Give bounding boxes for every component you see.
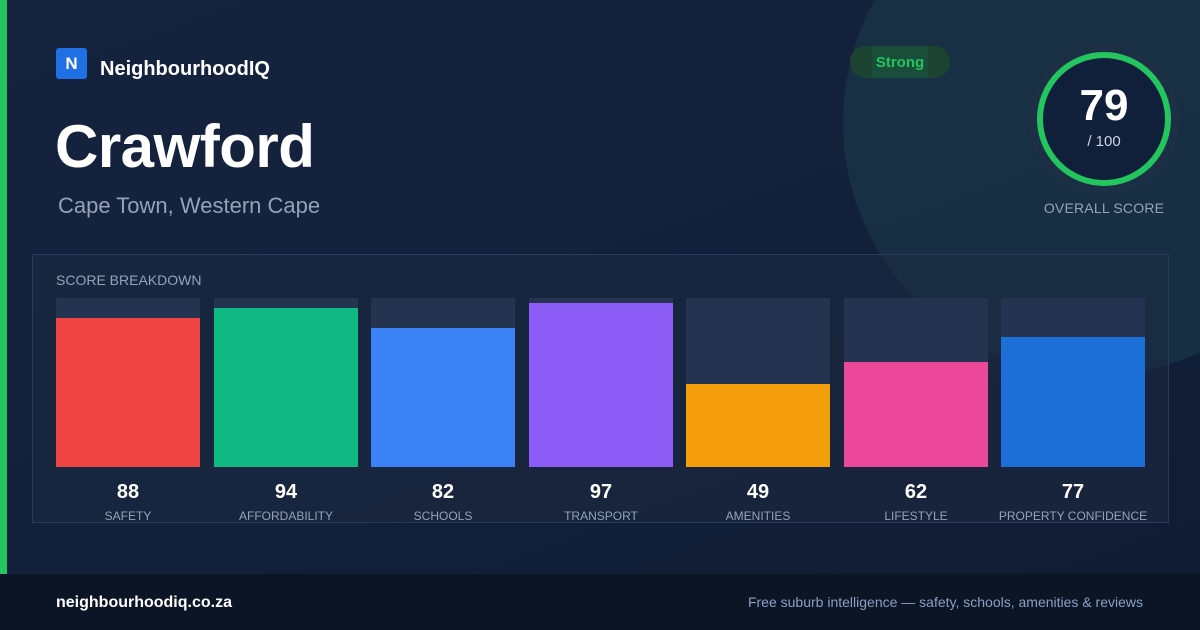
score-bar-fill [56,318,200,467]
score-bar-track [371,298,515,467]
suburb-title: Crawford [55,113,315,180]
score-bar-label: SAFETY [104,509,152,523]
score-bar-value: 77 [1061,481,1085,503]
score-bar-value: 97 [589,481,613,503]
score-bar-fill [844,362,988,467]
score-bar-transport: 97 TRANSPORT [529,298,673,523]
score-bar-fill [686,384,830,467]
score-bar-fill [214,308,358,467]
footer-tagline: Free suburb intelligence — safety, schoo… [747,594,1143,610]
score-bar-amenities: 49 AMENITIES [686,298,830,523]
score-bar-fill [529,303,673,467]
score-ring-arc [1037,52,1171,186]
score-bar-fill [371,328,515,467]
score-bar-value: 88 [116,481,140,503]
score-bar-track [686,298,830,467]
score-bar-lifestyle: 62 LIFESTYLE [844,298,988,523]
score-bar-value: 82 [431,481,455,503]
overall-score-value: 79 [1079,81,1129,130]
score-bar-value: 62 [904,481,928,503]
score-breakdown-panel: SCORE BREAKDOWN 88 SAFETY 94 AFFORDABILITY 8… [32,254,1169,523]
suburb-location: Cape Town, Western Cape [58,193,321,218]
score-bar-track [56,298,200,467]
score-bar-schools: 82 SCHOOLS [371,298,515,523]
rating-badge-label: Strong [875,53,925,71]
score-bar-label: LIFESTYLE [884,509,948,523]
score-bar-label: TRANSPORT [564,509,638,523]
score-ring-graphic [1028,43,1180,195]
score-bar-label: AMENITIES [725,509,791,523]
score-bar-property-confidence: 77 PROPERTY CONFIDENCE [999,298,1147,523]
rating-badge: Strong [850,46,950,78]
overall-score-max: / 100 [1087,133,1121,150]
score-bar-label: AFFORDABILITY [238,509,333,523]
score-bar-track [844,298,988,467]
score-bar-safety: 88 SAFETY [56,298,200,523]
footer: neighbourhoodiq.co.za Free suburb intell… [0,574,1200,630]
share-card: N NeighbourhoodIQ Crawford Cape Town, We… [0,0,1200,574]
brand-name: NeighbourhoodIQ [100,58,270,80]
score-bar-affordability: 94 AFFORDABILITY [214,298,358,523]
score-bar-track [214,298,358,467]
accent-bar [0,0,7,574]
score-bar-value: 49 [746,481,770,503]
score-bar-label: SCHOOLS [413,509,473,523]
overall-score-label: OVERALL SCORE [1043,200,1165,216]
footer-domain: neighbourhoodiq.co.za [56,594,232,611]
brand-logo-icon: N [56,48,87,79]
score-bar-label: PROPERTY CONFIDENCE [998,509,1148,523]
brand: N NeighbourhoodIQ [56,46,270,81]
score-bar-fill [1001,337,1145,467]
score-bar-value: 94 [274,481,298,503]
overall-score-ring: 79 / 100 [1028,43,1180,195]
score-bar-track [529,298,673,467]
score-breakdown-title: SCORE BREAKDOWN [56,272,202,288]
score-bar-track [1001,298,1145,467]
